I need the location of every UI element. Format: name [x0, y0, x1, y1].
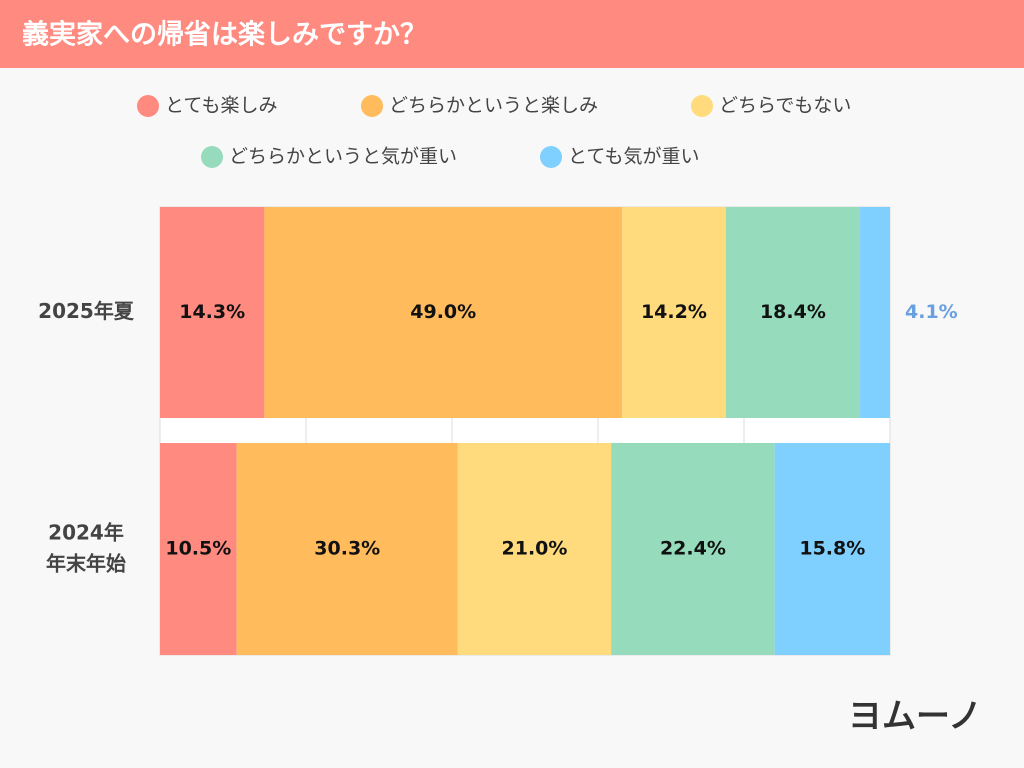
- bar-segment: [160, 443, 237, 655]
- legend-swatch: [201, 146, 223, 168]
- legend-swatch: [361, 95, 383, 117]
- bar-segment: [860, 207, 890, 418]
- legend-label: どちらでもない: [719, 95, 851, 117]
- data-label: 21.0%: [502, 538, 568, 560]
- data-label: 14.2%: [641, 301, 707, 323]
- y-tick-label: 2025年夏: [38, 299, 135, 323]
- bar-segment: [236, 443, 458, 655]
- y-tick-label: 2024年年末年始: [46, 520, 126, 575]
- header-bar: [0, 0, 1024, 68]
- legend-label: どちらかというと楽しみ: [389, 95, 598, 117]
- bar-segment: [160, 207, 265, 418]
- legend-swatch: [540, 146, 562, 168]
- data-label: 18.4%: [760, 301, 826, 323]
- bar-segment: [611, 443, 775, 655]
- legend-label: とても楽しみ: [165, 95, 277, 117]
- bar-segment: [622, 207, 726, 418]
- bar-segment: [725, 207, 861, 418]
- data-label: 22.4%: [660, 538, 726, 560]
- chart-title: 義実家への帰省は楽しみですか？: [22, 19, 427, 51]
- data-label: 15.8%: [799, 538, 865, 560]
- bar-segment: [774, 443, 890, 655]
- logo: ヨムーノ: [848, 697, 982, 737]
- legend-label: とても気が重い: [568, 146, 699, 168]
- data-label: 30.3%: [314, 538, 380, 560]
- data-label: 49.0%: [410, 301, 476, 323]
- data-label: 4.1%: [905, 301, 958, 323]
- data-label: 10.5%: [165, 538, 231, 560]
- bar-segment: [264, 207, 623, 418]
- data-label: 14.3%: [179, 301, 245, 323]
- legend-swatch: [691, 95, 713, 117]
- legend-swatch: [137, 95, 159, 117]
- bar-segment: [457, 443, 612, 655]
- legend-label: どちらかというと気が重い: [229, 146, 457, 168]
